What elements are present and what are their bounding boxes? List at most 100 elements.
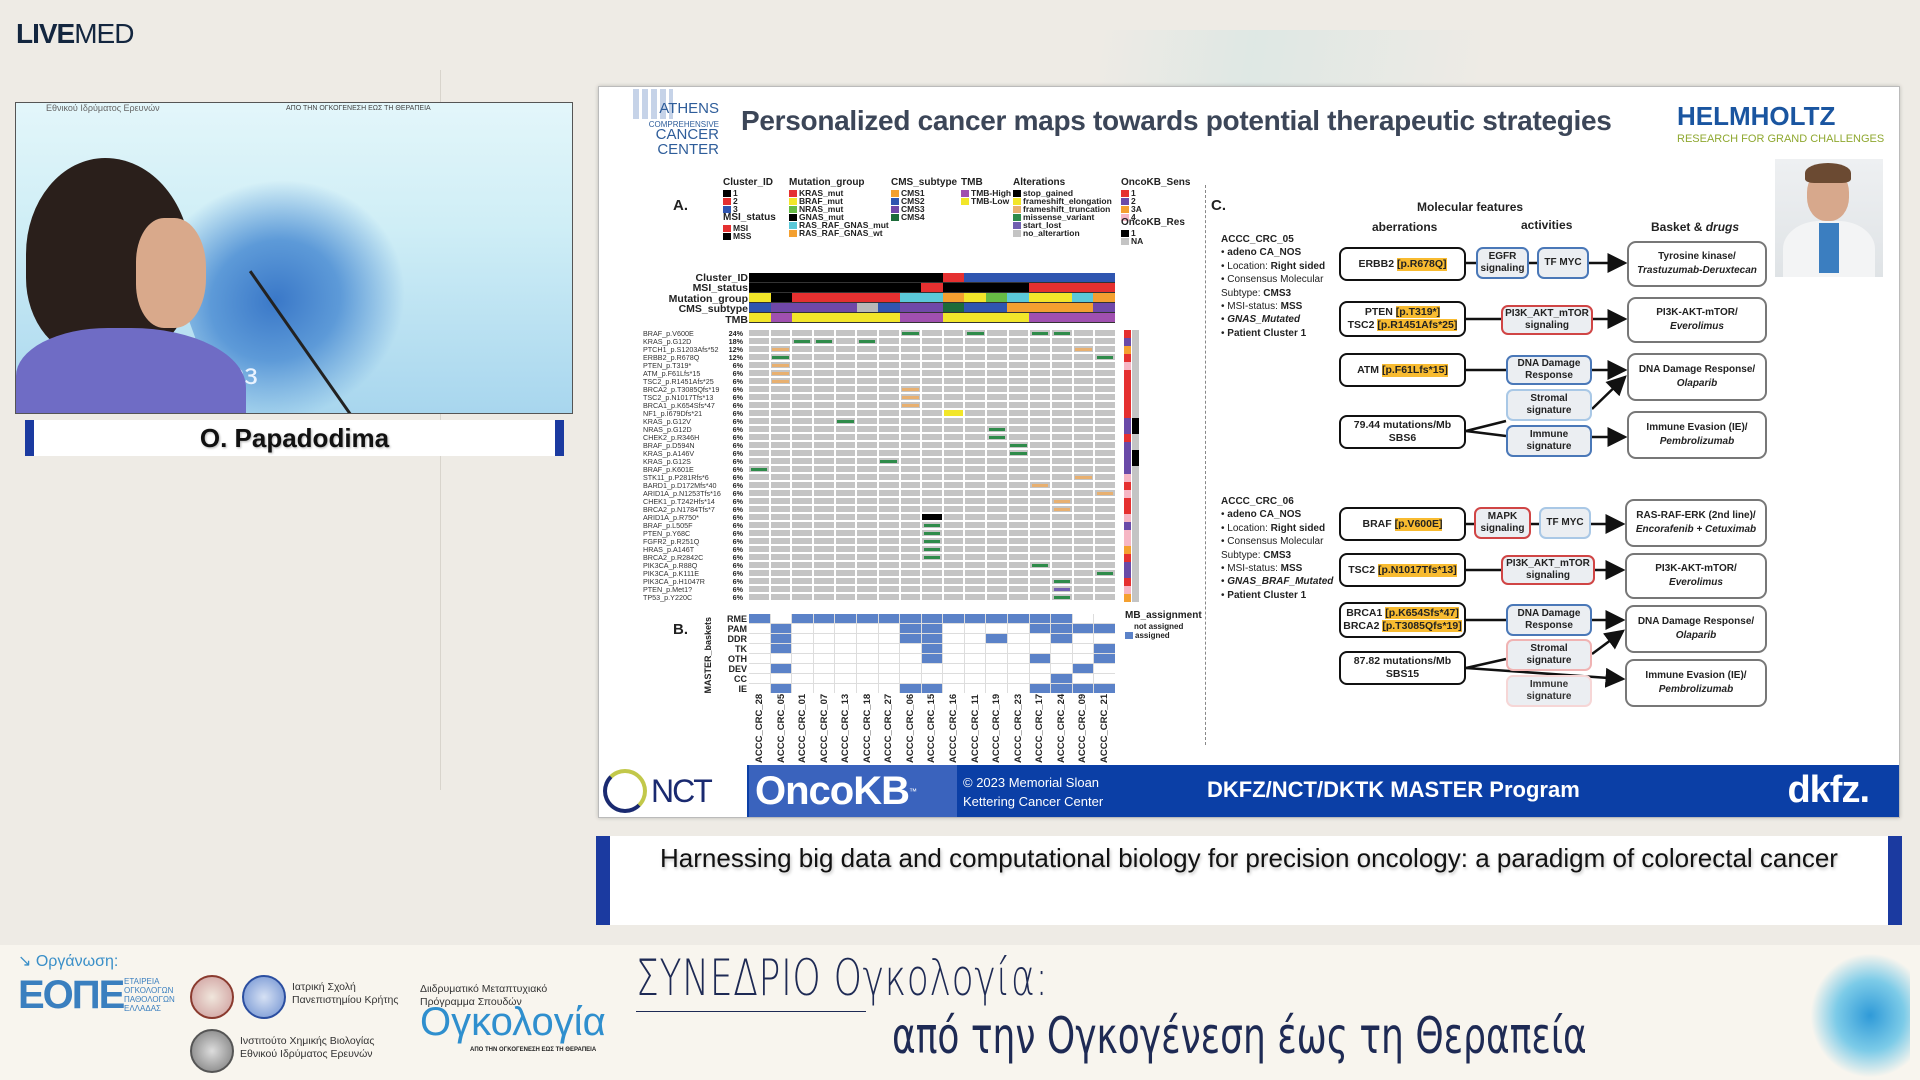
oncoprint-cell xyxy=(1008,386,1029,392)
oncoprint-cell xyxy=(1073,490,1094,496)
basket-cell xyxy=(770,664,792,673)
oncoprint-cell xyxy=(1030,570,1051,576)
oncoprint-cell xyxy=(878,530,899,536)
oncoprint-cell xyxy=(1030,402,1051,408)
oncoprint-cell xyxy=(900,458,921,464)
oncoprint-cell xyxy=(1008,554,1029,560)
oncoprint-cell xyxy=(1095,346,1115,352)
oncoprint-cell xyxy=(835,546,856,552)
oncoprint-cell xyxy=(813,370,834,376)
oncoprint-cell xyxy=(1073,546,1094,552)
oncoprint-cell xyxy=(878,578,899,584)
basket-cell xyxy=(921,674,943,683)
basket-cell xyxy=(900,684,921,693)
oncoprint-cell xyxy=(922,482,942,488)
basket-labels: RME PAM DDR TK OTH DEV CC IE xyxy=(727,614,747,694)
oncoprint-cell xyxy=(878,586,899,592)
oncoprint-cell xyxy=(857,490,877,496)
basket-cell xyxy=(986,634,1008,643)
oncoprint-cell xyxy=(857,538,877,544)
basket-cell xyxy=(900,624,921,633)
oncoprint-cell xyxy=(987,466,1007,472)
oncoprint-cell xyxy=(878,482,899,488)
oncoprint-cell xyxy=(900,338,921,344)
basket-cell xyxy=(878,644,900,653)
panel-a-label: A. xyxy=(673,197,688,214)
oncoprint-cell xyxy=(965,562,986,568)
oncoprint-cell xyxy=(943,546,964,552)
oncoprint-cell xyxy=(965,330,986,336)
oncoprint-cell xyxy=(900,498,921,504)
oncoprint-cell xyxy=(835,402,856,408)
oncoprint-cell xyxy=(749,586,769,592)
basket-cell xyxy=(1072,614,1094,623)
oncoprint-cell xyxy=(987,410,1007,416)
oncoprint-cell xyxy=(857,482,877,488)
oncoprint-cell xyxy=(1052,538,1072,544)
oncoprint-cell xyxy=(1030,498,1051,504)
oncoprint-cell xyxy=(965,490,986,496)
basket-cell xyxy=(1051,624,1072,633)
speaker-video[interactable]: Εθνικού Ιδρύματος Ερευνών ΑΠΟ ΤΗΝ ΟΓΚΟΓΕ… xyxy=(15,102,573,414)
basket-cell xyxy=(856,674,878,683)
oncoprint-cell xyxy=(770,530,791,536)
annotation-row-labels: Cluster_ID MSI_status Mutation_group CMS_su… xyxy=(668,272,748,326)
basket-cell xyxy=(1029,644,1051,653)
oncoprint-cell xyxy=(1073,386,1094,392)
basket-cell xyxy=(813,644,835,653)
graduate-program-label: Διιδρυματικό Μεταπτυχιακό Πρόγραμμα Σπουδ… xyxy=(420,983,548,1008)
oncoprint-cell xyxy=(770,514,791,520)
oncoprint-cell xyxy=(965,594,986,600)
video-backdrop-text-2: ΑΠΟ ΤΗΝ ΟΓΚΟΓΕΝΕΣΗ ΕΩΣ ΤΗ ΘΕΡΑΠΕΙΑ xyxy=(286,105,431,112)
oncoprint-cell xyxy=(1052,338,1072,344)
oncoprint-cell xyxy=(943,426,964,432)
oncoprint-cell xyxy=(749,338,769,344)
oncoprint-cell xyxy=(749,370,769,376)
oncoprint-cell xyxy=(813,402,834,408)
drug-dna-damage-1: DNA Damage Response/Olaparib xyxy=(1627,353,1767,401)
oncoprint-cell xyxy=(835,370,856,376)
oncoprint-cell xyxy=(1030,378,1051,384)
oncoprint-cell xyxy=(1030,370,1051,376)
oncoprint-cell xyxy=(1030,458,1051,464)
oncoprint-cell xyxy=(1073,474,1094,480)
basket-cell xyxy=(878,664,900,673)
dkfz-logo: dkfz. xyxy=(1787,769,1870,811)
oncoprint-cell xyxy=(1030,346,1051,352)
oncoprint-cell xyxy=(749,498,769,504)
basket-cell xyxy=(878,674,900,683)
oncoprint-cell xyxy=(922,330,942,336)
oncoprint-cell xyxy=(813,530,834,536)
oncoprint-cell xyxy=(857,466,877,472)
oncoprint-cell xyxy=(943,586,964,592)
oncoprint-cell xyxy=(900,370,921,376)
activity-egfr: EGFR signaling xyxy=(1476,247,1529,279)
oncoprint-cell xyxy=(835,330,856,336)
oncoprint-cell xyxy=(922,346,942,352)
drug-immune-evasion-2: Immune Evasion (IE)/Pembrolizumab xyxy=(1625,659,1767,707)
oncoprint-cell xyxy=(1095,330,1115,336)
basket-cell xyxy=(986,654,1008,663)
oncoprint-cell xyxy=(878,338,899,344)
basket-cell xyxy=(1094,654,1115,663)
oncoprint-cell xyxy=(987,346,1007,352)
oncoprint-cell xyxy=(922,442,942,448)
oncoprint-cell xyxy=(1008,378,1029,384)
oncoprint-cell xyxy=(900,482,921,488)
oncoprint-cell xyxy=(770,354,791,360)
oncoprint-cell xyxy=(813,450,834,456)
oncoprint-cell xyxy=(922,458,942,464)
oncoprint-cell xyxy=(1008,586,1029,592)
oncoprint-cell xyxy=(943,442,964,448)
oncoprint-cell xyxy=(749,450,769,456)
basket-cell xyxy=(749,634,770,643)
oncoprint-cell xyxy=(792,546,812,552)
oncoprint-cell xyxy=(1030,546,1051,552)
basket-cell xyxy=(749,684,770,693)
oncoprint-cell xyxy=(900,418,921,424)
oncoprint-cell xyxy=(1008,426,1029,432)
oncoprint-cell xyxy=(987,530,1007,536)
basket-cell xyxy=(1051,664,1072,673)
oncoprint-cell xyxy=(922,402,942,408)
oncoprint-cell xyxy=(857,378,877,384)
